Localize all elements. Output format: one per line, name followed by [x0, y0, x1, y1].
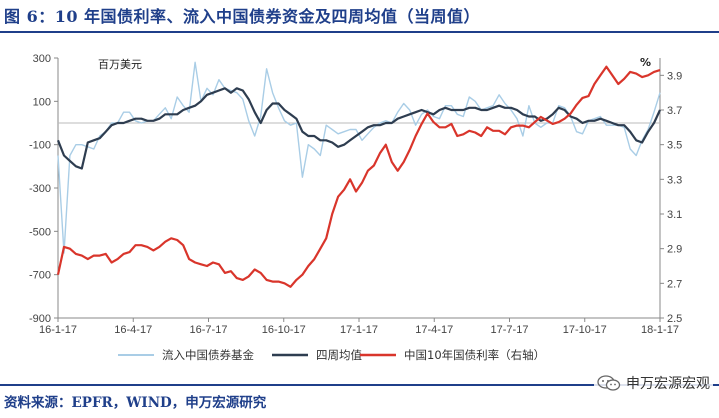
source-note: 资料来源：EPFR，WIND，申万宏源研究	[4, 395, 267, 411]
series-line-1	[56, 87, 661, 170]
right-axis-unit: %	[640, 56, 651, 69]
left-axis-unit: 百万美元	[98, 58, 142, 71]
right-tick-label: 3.3	[667, 174, 682, 186]
left-tick-label: 300	[33, 53, 51, 65]
right-tick-label: 3.9	[667, 70, 682, 82]
watermark-text: 申万宏源宏观	[626, 376, 710, 392]
chart: 300 100 -100 -300 -500 -700 -900 3.9 3.7 3.5 3.3 3.…	[29, 53, 682, 362]
watermark: 申万宏源宏观	[594, 372, 713, 394]
legend-label-2: 中国10年国债利率（右轴）	[404, 348, 545, 362]
right-tick-label: 3.1	[667, 209, 682, 221]
x-tick-label: 17-1-17	[340, 324, 378, 336]
x-tick-label: 16-4-17	[114, 324, 152, 336]
right-tick-label: 2.7	[667, 278, 682, 290]
axes: 300 100 -100 -300 -500 -700 -900 3.9 3.7 3.5 3.3 3.…	[29, 53, 682, 336]
x-tick-label: 17-4-17	[415, 324, 453, 336]
legend: 流入中国债券基金 四周均值 中国10年国债利率（右轴）	[118, 348, 545, 362]
left-tick-label: -100	[29, 140, 51, 152]
x-tick-label: 17-7-17	[491, 324, 529, 336]
x-tick-label: 17-10-17	[563, 324, 607, 336]
figure-title: 图 6：10 年国债利率、流入中国债券资金及四周均值（当周值）	[4, 7, 481, 26]
right-tick-label: 3.5	[667, 140, 682, 152]
x-tick-label: 18-1-17	[641, 324, 679, 336]
legend-label-0: 流入中国债券基金	[162, 348, 254, 362]
series-line-2	[56, 65, 661, 288]
x-tick-label: 16-10-17	[262, 324, 306, 336]
chat-bubble-icon	[597, 375, 621, 391]
x-tick-label: 16-1-17	[39, 324, 77, 336]
title-divider	[0, 31, 719, 33]
series-lines	[56, 61, 661, 288]
right-tick-label: 2.9	[667, 244, 682, 256]
right-tick-label: 3.7	[667, 105, 682, 117]
left-tick-label: -900	[29, 313, 51, 325]
footer-divider	[0, 384, 719, 386]
series-line-0	[57, 61, 661, 254]
title-bar: 图 6：10 年国债利率、流入中国债券资金及四周均值（当周值）	[0, 0, 719, 30]
left-tick-label: -700	[29, 270, 51, 282]
left-tick-label: -300	[29, 183, 51, 195]
right-tick-label: 2.5	[667, 313, 682, 325]
left-tick-label: -500	[29, 226, 51, 238]
x-tick-label: 16-7-17	[190, 324, 228, 336]
left-tick-label: 100	[33, 96, 51, 108]
legend-label-1: 四周均值	[316, 348, 362, 362]
